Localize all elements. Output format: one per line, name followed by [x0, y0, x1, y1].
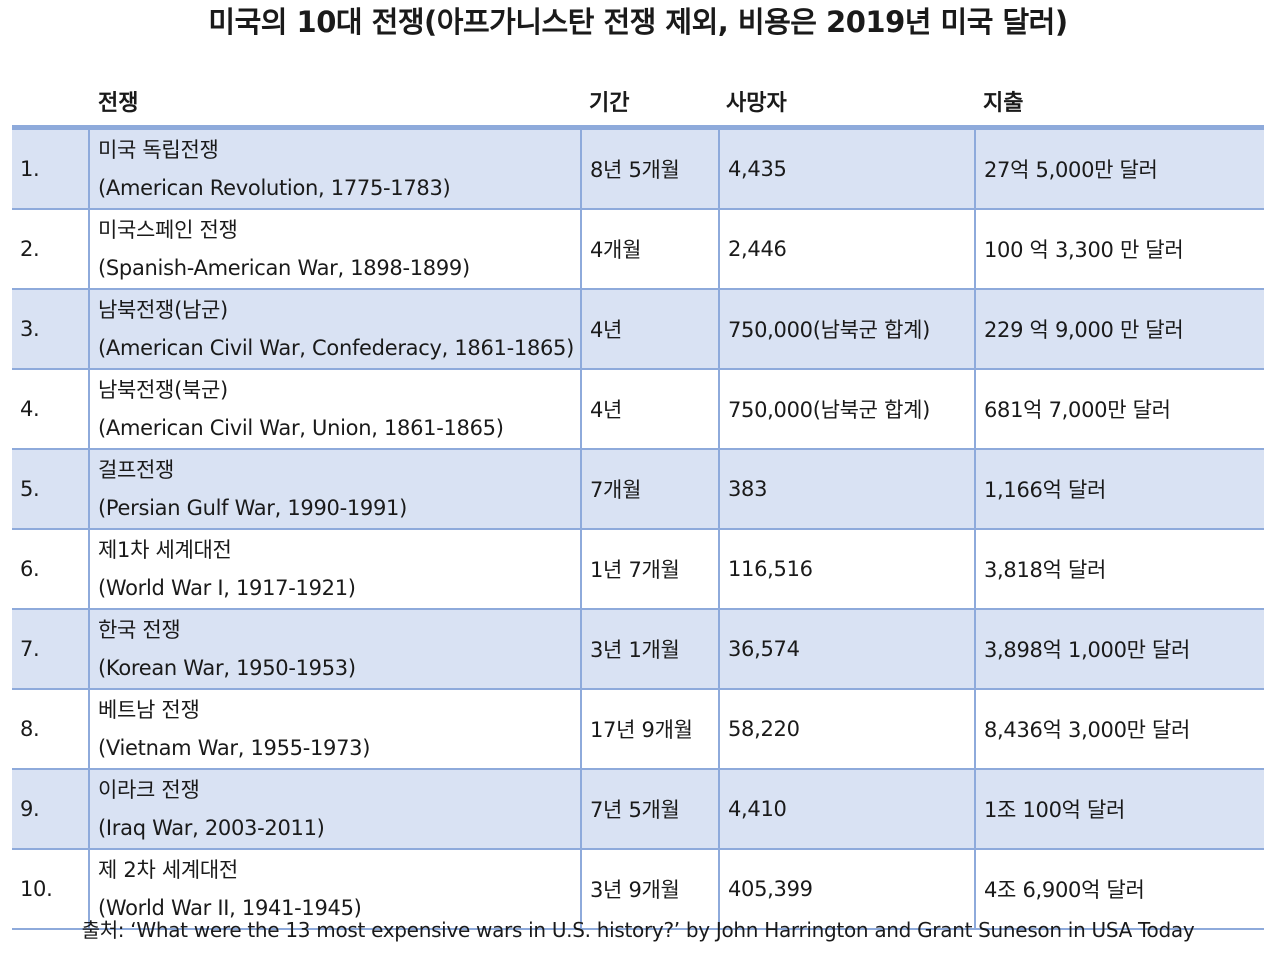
- row-number: 6.: [12, 528, 90, 610]
- war-name-english: (American Civil War, Union, 1861-1865): [98, 416, 504, 440]
- war-name: 미국스페인 전쟁: [98, 218, 238, 242]
- duration-cell: 3년 1개월: [580, 608, 720, 690]
- table-row: 9. 이라크 전쟁 (Iraq War, 2003-2011) 7년 5개월 4,410…: [12, 768, 1264, 850]
- war-name: 남북전쟁(남군): [98, 298, 228, 322]
- cost-cell: 27억 5,000만 달러: [974, 128, 1264, 210]
- table-row: 2. 미국스페인 전쟁 (Spanish-American War, 1898-18…: [12, 208, 1264, 290]
- header-deaths: 사망자: [726, 91, 787, 116]
- war-cell: 한국 전쟁 (Korean War, 1950-1953): [88, 608, 582, 690]
- row-number: 3.: [12, 288, 90, 370]
- war-name: 미국 독립전쟁: [98, 138, 219, 162]
- deaths-cell: 750,000(남북군 합계): [718, 368, 976, 450]
- cost-cell: 681억 7,000만 달러: [974, 368, 1264, 450]
- deaths-cell: 2,446: [718, 208, 976, 290]
- cost-cell: 3,818억 달러: [974, 528, 1264, 610]
- war-name-english: (Persian Gulf War, 1990-1991): [98, 496, 408, 520]
- war-name-english: (Korean War, 1950-1953): [98, 656, 356, 680]
- cost-cell: 229 억 9,000 만 달러: [974, 288, 1264, 370]
- cost-cell: 1,166억 달러: [974, 448, 1264, 530]
- war-cell: 남북전쟁(남군) (American Civil War, Confederacy…: [88, 288, 582, 370]
- table-row: 1. 미국 독립전쟁 (American Revolution, 1775-1783…: [12, 128, 1264, 210]
- war-name-english: (American Civil War, Confederacy, 1861-1…: [98, 336, 575, 360]
- war-name-english: (Iraq War, 2003-2011): [98, 816, 325, 840]
- cost-cell: 8,436억 3,000만 달러: [974, 688, 1264, 770]
- war-cell: 제1차 세계대전 (World War I, 1917-1921): [88, 528, 582, 610]
- war-cell: 미국 독립전쟁 (American Revolution, 1775-1783): [88, 128, 582, 210]
- deaths-cell: 750,000(남북군 합계): [718, 288, 976, 370]
- war-name: 한국 전쟁: [98, 618, 181, 642]
- deaths-cell: 4,435: [718, 128, 976, 210]
- deaths-cell: 58,220: [718, 688, 976, 770]
- source-citation: 출처: ‘What were the 13 most expensive war…: [81, 918, 1195, 942]
- duration-cell: 7개월: [580, 448, 720, 530]
- war-name: 베트남 전쟁: [98, 698, 200, 722]
- row-number: 1.: [12, 128, 90, 210]
- row-number: 7.: [12, 608, 90, 690]
- war-name: 남북전쟁(북군): [98, 378, 228, 402]
- row-number: 2.: [12, 208, 90, 290]
- row-number: 5.: [12, 448, 90, 530]
- war-name: 걸프전쟁: [98, 458, 175, 482]
- duration-cell: 17년 9개월: [580, 688, 720, 770]
- war-cell: 남북전쟁(북군) (American Civil War, Union, 1861…: [88, 368, 582, 450]
- table-row: 5. 걸프전쟁 (Persian Gulf War, 1990-1991) 7개월 38…: [12, 448, 1264, 530]
- war-name-english: (World War II, 1941-1945): [98, 896, 362, 920]
- war-cell: 제 2차 세계대전 (World War II, 1941-1945): [88, 848, 582, 930]
- war-cell: 이라크 전쟁 (Iraq War, 2003-2011): [88, 768, 582, 850]
- war-name-english: (American Revolution, 1775-1783): [98, 176, 451, 200]
- war-name-english: (Vietnam War, 1955-1973): [98, 736, 371, 760]
- war-name-english: (World War I, 1917-1921): [98, 576, 356, 600]
- table-row: 3. 남북전쟁(남군) (American Civil War, Confedera…: [12, 288, 1264, 370]
- table-row: 6. 제1차 세계대전 (World War I, 1917-1921) 1년 7개월…: [12, 528, 1264, 610]
- duration-cell: 1년 7개월: [580, 528, 720, 610]
- header-cost: 지출: [983, 91, 1024, 116]
- duration-cell: 4개월: [580, 208, 720, 290]
- page-title: 미국의 10대 전쟁(아프가니스탄 전쟁 제외, 비용은 2019년 미국 달러…: [208, 5, 1068, 39]
- header-divider: [12, 125, 1264, 128]
- header-duration: 기간: [589, 91, 630, 116]
- war-cell: 베트남 전쟁 (Vietnam War, 1955-1973): [88, 688, 582, 770]
- duration-cell: 7년 5개월: [580, 768, 720, 850]
- war-name-english: (Spanish-American War, 1898-1899): [98, 256, 470, 280]
- row-number: 9.: [12, 768, 90, 850]
- cost-cell: 4조 6,900억 달러: [974, 848, 1264, 930]
- war-name: 제 2차 세계대전: [98, 858, 238, 882]
- deaths-cell: 116,516: [718, 528, 976, 610]
- deaths-cell: 4,410: [718, 768, 976, 850]
- header-war: 전쟁: [98, 91, 139, 116]
- cost-cell: 100 억 3,300 만 달러: [974, 208, 1264, 290]
- war-cell: 걸프전쟁 (Persian Gulf War, 1990-1991): [88, 448, 582, 530]
- deaths-cell: 405,399: [718, 848, 976, 930]
- war-name: 이라크 전쟁: [98, 778, 200, 802]
- table-row: 10. 제 2차 세계대전 (World War II, 1941-1945) 3년 …: [12, 848, 1264, 930]
- cost-cell: 1조 100억 달러: [974, 768, 1264, 850]
- cost-cell: 3,898억 1,000만 달러: [974, 608, 1264, 690]
- table-row: 4. 남북전쟁(북군) (American Civil War, Union, 18…: [12, 368, 1264, 450]
- war-cell: 미국스페인 전쟁 (Spanish-American War, 1898-1899…: [88, 208, 582, 290]
- deaths-cell: 36,574: [718, 608, 976, 690]
- row-number: 8.: [12, 688, 90, 770]
- war-name: 제1차 세계대전: [98, 538, 232, 562]
- row-number: 4.: [12, 368, 90, 450]
- wars-table: 1. 미국 독립전쟁 (American Revolution, 1775-1783…: [12, 128, 1264, 930]
- row-number: 10.: [12, 848, 90, 930]
- table-row: 7. 한국 전쟁 (Korean War, 1950-1953) 3년 1개월 36,5…: [12, 608, 1264, 690]
- duration-cell: 4년: [580, 368, 720, 450]
- duration-cell: 3년 9개월: [580, 848, 720, 930]
- duration-cell: 4년: [580, 288, 720, 370]
- duration-cell: 8년 5개월: [580, 128, 720, 210]
- table-header: 전쟁 기간 사망자 지출: [12, 84, 1264, 124]
- table-row: 8. 베트남 전쟁 (Vietnam War, 1955-1973) 17년 9개월 5…: [12, 688, 1264, 770]
- deaths-cell: 383: [718, 448, 976, 530]
